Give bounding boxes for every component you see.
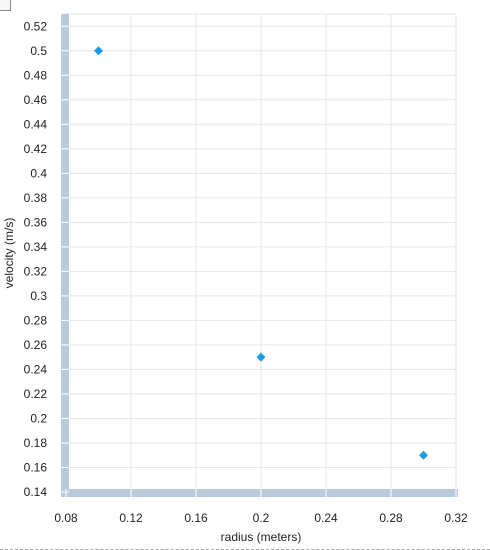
y-tick-label: 0.3 [30, 289, 47, 303]
x-tick-label: 0.28 [379, 511, 403, 525]
y-tick-label: 0.16 [24, 460, 48, 474]
y-tick-label: 0.46 [24, 93, 48, 107]
data-point [256, 352, 266, 362]
x-tick-label: 0.12 [119, 511, 143, 525]
y-tick-label: 0.22 [24, 387, 48, 401]
y-tick-label: 0.24 [24, 362, 48, 376]
y-tick-label: 0.36 [24, 215, 48, 229]
grid-lines [65, 13, 457, 493]
y-tick-label: 0.32 [24, 264, 48, 278]
tick-labels: 0.14 0.16 0.18 0.2 0.22 0.24 0.26 0.28 0.3 0.32 0.… [24, 19, 468, 525]
y-tick-label: 0.26 [24, 338, 48, 352]
window-corner-control [0, 0, 11, 11]
x-tick-label: 0.08 [54, 511, 78, 525]
axes [61, 14, 458, 497]
x-tick-label: 0.32 [444, 511, 468, 525]
y-axis-label: velocity (m/s) [2, 218, 16, 289]
y-tick-label: 0.2 [30, 411, 47, 425]
y-tick-label: 0.52 [24, 19, 48, 33]
y-tick-label: 0.38 [24, 191, 48, 205]
x-tick-label: 0.24 [314, 511, 338, 525]
y-tick-label: 0.34 [24, 240, 48, 254]
y-tick-label: 0.18 [24, 436, 48, 450]
y-tick-label: 0.4 [30, 166, 47, 180]
y-axis-bar [61, 14, 69, 496]
y-tick-label: 0.5 [30, 44, 47, 58]
x-axis-bar [61, 489, 458, 497]
x-tick-label: 0.16 [184, 511, 208, 525]
x-tick-label: 0.2 [253, 511, 270, 525]
data-points [94, 46, 428, 460]
y-tick-label: 0.28 [24, 313, 48, 327]
y-tick-label: 0.48 [24, 68, 48, 82]
x-axis-label: radius (meters) [221, 530, 302, 544]
y-tick-label: 0.42 [24, 142, 48, 156]
y-tick-label: 0.44 [24, 117, 48, 131]
data-point [419, 450, 428, 460]
data-point [94, 46, 103, 56]
y-tick-label: 0.14 [24, 485, 48, 499]
